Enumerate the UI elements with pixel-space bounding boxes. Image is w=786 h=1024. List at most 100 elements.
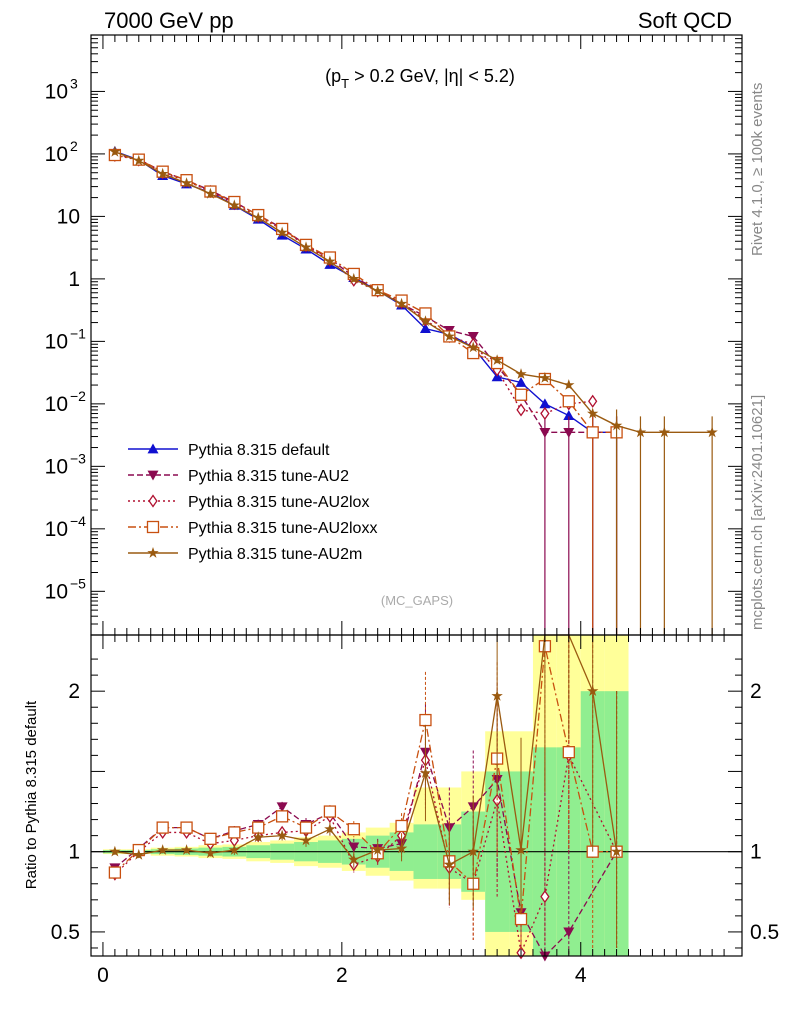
main-ytick-label: 10 [45, 393, 68, 416]
main-point-AU2lox [540, 406, 550, 421]
ratio-xtick-label: 0 [97, 964, 109, 987]
main-point-default [419, 323, 431, 334]
main-frame [90, 34, 743, 636]
main-point-AU2loxx [514, 388, 528, 401]
main-series-lines [108, 145, 718, 635]
main-point-AU2lox [516, 403, 526, 417]
ratio-point-AU2m [372, 844, 384, 855]
ratio-point-AU2m [348, 853, 360, 865]
ratio-ytick-label-right: 1 [750, 841, 762, 864]
main-ytick-exponent: −3 [70, 450, 86, 466]
ratio-point-AU2m [395, 842, 408, 854]
main-ytick-exponent: −4 [70, 513, 86, 529]
ratio-point-AU2m [419, 767, 432, 778]
main-ytick-label: 10 [45, 143, 68, 166]
main-point-AU2m [610, 419, 623, 431]
main-point-AU2m [324, 255, 336, 267]
legend-marker-AU2loxx [146, 520, 160, 534]
main-point-AU2loxx [562, 395, 575, 408]
ratio-ylabel: Ratio to Pythia 8.315 default [23, 700, 40, 889]
ratio-point-AU2loxx [395, 819, 408, 833]
ratio-line-AU2m [114, 634, 618, 866]
ratio-ytick-label-right: 0.5 [750, 921, 779, 944]
ratio-point-AU2loxx [419, 713, 432, 727]
main-ytick-exponent: −1 [70, 325, 86, 341]
main-point-default [515, 376, 527, 387]
legend-marker-AU2lox [148, 494, 158, 508]
main-ytick-label: 10 [45, 455, 68, 478]
main-point-AU2m [372, 285, 384, 296]
main-point-AU2m [419, 315, 432, 327]
ratio-point-AU2loxx [299, 821, 313, 834]
main-ytick-exponent: 3 [70, 75, 78, 91]
main-point-AU2m [491, 354, 503, 365]
analysis-label: (MC_GAPS) [381, 593, 453, 608]
ratio-point-AU2 [563, 927, 575, 938]
ratio-point-AU2loxx [347, 823, 360, 836]
main-point-default [539, 398, 551, 409]
ratio-uncertainty-bands [102, 635, 629, 956]
ratio-point-AU2m [467, 845, 479, 857]
main-point-AU2m [228, 199, 240, 211]
ratio-point-AU2lox [492, 793, 502, 807]
main-point-AU2m [204, 187, 217, 199]
legend-label-AU2loxx: Pythia 8.315 tune-AU2loxx [188, 520, 377, 537]
cut-label: (pT > 0.2 GeV, |η| < 5.2) [325, 66, 515, 91]
main-point-AU2loxx [586, 426, 599, 439]
ratio-point-AU2m [252, 831, 264, 843]
main-point-AU2 [467, 332, 479, 342]
ratio-point-AU2m [204, 847, 217, 859]
process-label: Soft QCD [638, 8, 732, 33]
energy-label: 7000 GeV pp [104, 8, 234, 33]
legend: Pythia 8.315 default Pythia 8.315 tune-AU… [128, 442, 377, 563]
main-point-AU2m [587, 407, 599, 419]
mcplots-label: mcplots.cern.ch [arXiv:2401.10621] [749, 395, 766, 630]
main-point-AU2m [395, 297, 408, 309]
main-point-default [563, 410, 575, 420]
main-point-AU2m [180, 177, 193, 188]
main-ytick-label: 10 [45, 580, 68, 603]
ratio-point-AU2m [133, 848, 145, 860]
ratio-point-AU2loxx [228, 826, 241, 839]
ratio-point-AU2m [180, 844, 193, 855]
main-line-default [114, 150, 617, 434]
main-point-AU2 [539, 427, 551, 438]
main-ytick-label: 10 [45, 80, 68, 103]
ratio-point-AU2loxx [323, 805, 337, 818]
ratio-point-AU2loxx [204, 832, 217, 845]
ratio-ytick-label-right: 2 [750, 680, 762, 703]
ratio-point-AU2loxx [275, 810, 289, 823]
main-point-AU2m [467, 341, 479, 353]
ratio-point-AU2 [348, 842, 360, 853]
legend-label-AU2: Pythia 8.315 tune-AU2 [188, 468, 349, 485]
main-point-AU2m [634, 426, 647, 438]
ratio-xtick-label: 2 [336, 964, 348, 987]
main-ytick-label: 10 [57, 205, 80, 228]
ratio-point-AU2loxx [108, 866, 122, 879]
main-ytick-exponent: −2 [70, 388, 86, 404]
ratio-point-AU2m [276, 829, 288, 841]
main-line-AU2loxx [114, 154, 617, 434]
ratio-point-AU2 [276, 802, 288, 813]
ratio-point-AU2m [109, 845, 121, 857]
main-point-AU2m [133, 154, 145, 166]
legend-marker-AU2 [147, 470, 159, 481]
ratio-series-lines [91, 634, 742, 962]
legend-marker-AU2m [147, 547, 159, 558]
ratio-point-AU2lox [540, 889, 550, 904]
ratio-ytick-label-left: 2 [68, 680, 80, 703]
ratio-ytick-label-left: 1 [68, 841, 80, 864]
main-ytick-label: 10 [45, 330, 68, 353]
main-line-AU2 [114, 153, 617, 434]
main-point-AU2m [706, 426, 718, 438]
main-point-AU2m [109, 145, 121, 157]
ratio-point-AU2loxx [514, 912, 528, 926]
rivet-version-label: Rivet 4.1.0, ≥ 100k events [749, 83, 766, 256]
ratio-point-AU2m [587, 685, 599, 696]
ratio-point-AU2m [610, 845, 623, 857]
main-point-AU2m [539, 371, 551, 383]
main-point-AU2m [658, 426, 671, 438]
main-point-AU2m [276, 226, 288, 238]
